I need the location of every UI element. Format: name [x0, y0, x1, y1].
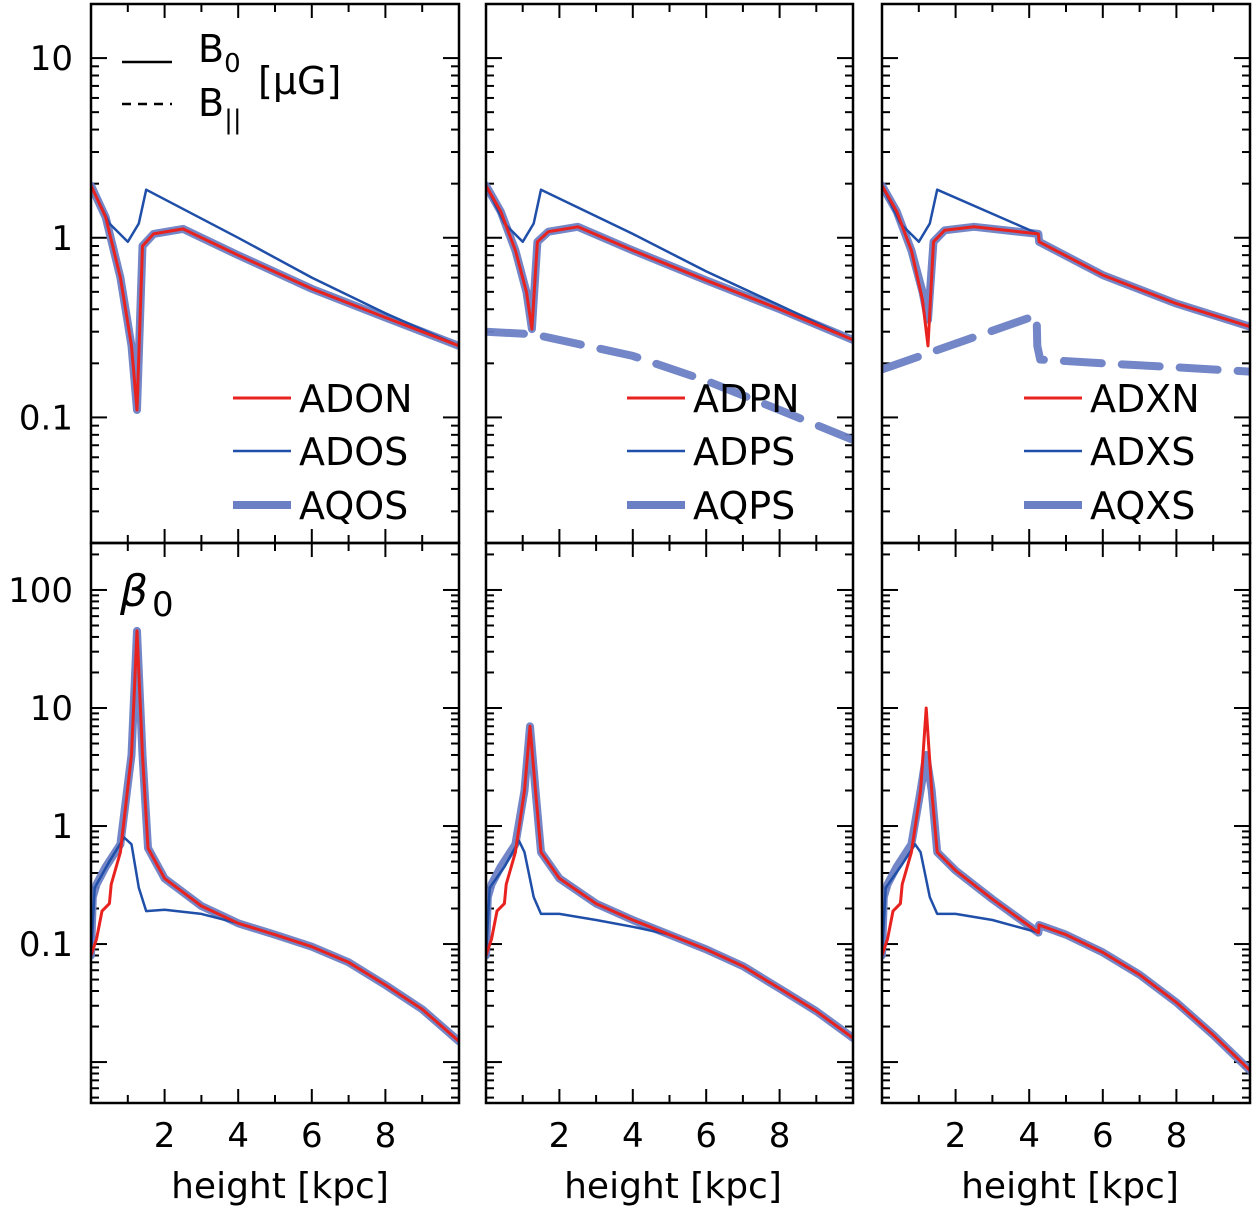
panel-beta-ADP: 2 4 6 8 — [484, 541, 855, 1156]
legend-label: ADXN — [1090, 377, 1200, 421]
y-tick-label: 1 — [51, 807, 73, 847]
bpar-key-label: B|| — [198, 81, 242, 135]
series-line-aqps — [486, 722, 853, 1042]
panel-frame — [89, 541, 461, 1105]
series-line-ados — [91, 184, 459, 348]
x-tick-label: 6 — [1092, 1116, 1114, 1156]
y-tick-label: 10 — [30, 39, 73, 79]
x-tick-label: 4 — [1018, 1116, 1040, 1156]
legend-label: AQOS — [299, 484, 408, 528]
beta-key: β 0 — [119, 566, 174, 625]
y-tick-label: 0.1 — [19, 925, 73, 965]
panel-B-ADP: ADPN ADPS AQPS — [484, 2, 855, 545]
y-tick-label: 1 — [51, 219, 73, 259]
x-axis-label-2: height [kpc] — [564, 1166, 782, 1207]
x-tick-label: 8 — [1166, 1116, 1188, 1156]
legend-label: ADPS — [693, 430, 795, 474]
series-line-adpn — [486, 724, 853, 1040]
legend-label: ADON — [299, 377, 413, 421]
panel-frame — [880, 541, 1252, 1105]
legend-label: ADOS — [299, 430, 408, 474]
x-tick-label: 6 — [695, 1116, 717, 1156]
legend-label: ADXS — [1090, 430, 1195, 474]
x-tick-label: 2 — [945, 1116, 967, 1156]
panel-frame — [484, 2, 855, 545]
x-tick-label: 8 — [769, 1116, 791, 1156]
legend-label: AQXS — [1090, 484, 1195, 528]
y-tick-label: 0.1 — [19, 398, 73, 438]
b0-key-label: B0 — [198, 27, 241, 79]
series-line-ados — [91, 836, 459, 1043]
panel-B-ADX: ADXN ADXS AQXS — [880, 2, 1252, 545]
legend-label: AQPS — [693, 484, 795, 528]
x-axis-label-1: height [kpc] — [171, 1166, 389, 1207]
panel-beta-ADO: 0.1 1 10 100 2 4 6 8 — [8, 541, 461, 1156]
x-tick-label: 8 — [375, 1116, 397, 1156]
y-tick-label: 10 — [30, 689, 73, 729]
x-tick-label: 2 — [549, 1116, 571, 1156]
x-tick-label: 2 — [154, 1116, 176, 1156]
series-line-adps — [486, 184, 853, 342]
x-tick-label: 4 — [227, 1116, 249, 1156]
series-line-b∥ — [486, 327, 853, 444]
beta-subscript: 0 — [152, 585, 174, 625]
b-field-unit: [μG] — [258, 59, 341, 103]
series-line-b∥ — [882, 311, 1250, 376]
series-line-adpn — [486, 184, 853, 342]
panel-B-ADO: 0.1 1 10 ADON ADOS AQOS — [19, 2, 461, 545]
panel-beta-ADX: 2 4 6 8 — [880, 541, 1252, 1156]
series-line-adon — [91, 629, 459, 1043]
legend-label: ADPN — [693, 377, 800, 421]
y-tick-label: 100 — [8, 571, 73, 611]
series-line-adxn — [882, 184, 1250, 348]
panels: 0.1110ADONADOSAQOSADPNADPSAQPSADXNADXSAQ… — [8, 2, 1252, 1156]
panel-frame — [484, 541, 855, 1105]
x-tick-label: 4 — [622, 1116, 644, 1156]
series-line-adxs — [882, 843, 1250, 1072]
series-line-adon — [91, 184, 459, 412]
series-line-adps — [486, 839, 853, 1040]
beta-symbol: β — [119, 566, 148, 617]
x-tick-label: 6 — [301, 1116, 323, 1156]
series-line-adxn — [882, 706, 1250, 1072]
x-axis-label-3: height [kpc] — [961, 1166, 1179, 1207]
b-field-key: B0 B|| [μG] — [122, 27, 341, 135]
